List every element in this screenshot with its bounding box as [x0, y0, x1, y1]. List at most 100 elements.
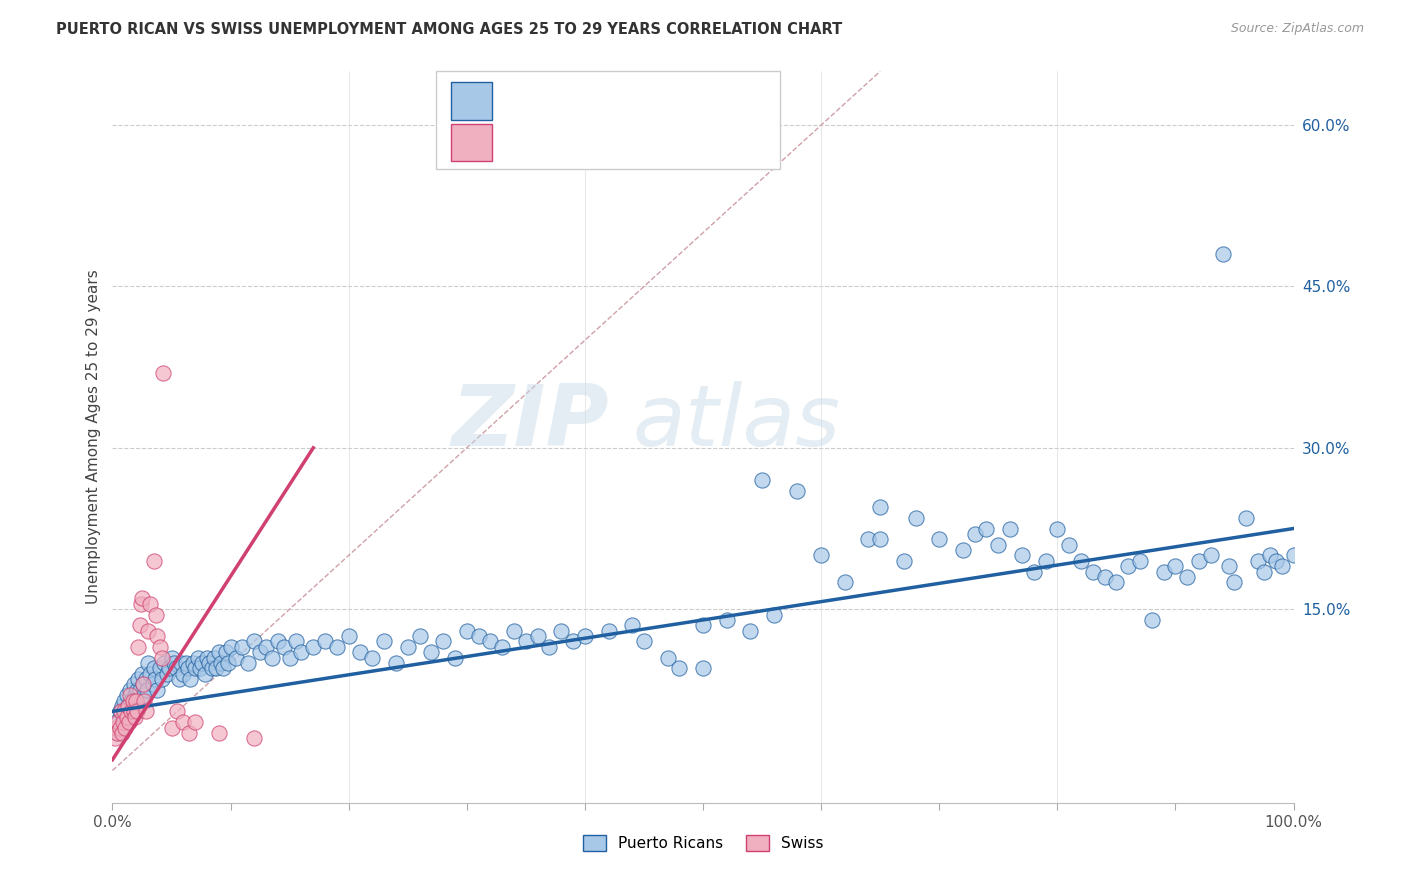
Point: [963, 527, 986, 541]
Point: [150, 650, 173, 665]
Point: [191, 656, 214, 670]
Point: [186, 650, 208, 665]
Point: [115, 688, 138, 702]
Text: 0.648: 0.648: [540, 94, 588, 108]
Point: [205, 661, 228, 675]
Point: [1116, 559, 1139, 574]
Point: [136, 656, 159, 670]
Point: [131, 591, 153, 606]
Point: [420, 645, 443, 659]
Point: [108, 721, 131, 735]
Point: [146, 629, 169, 643]
Point: [212, 661, 235, 675]
Point: [124, 688, 146, 702]
Point: [112, 715, 135, 730]
Point: [184, 661, 207, 675]
Point: [120, 682, 142, 697]
Point: [526, 629, 548, 643]
Point: [163, 656, 186, 670]
Point: [302, 640, 325, 654]
Point: [243, 634, 266, 648]
Point: [120, 688, 142, 702]
Point: [184, 715, 207, 730]
Point: [893, 554, 915, 568]
Point: [326, 640, 349, 654]
Point: [108, 705, 131, 719]
Point: [1035, 554, 1057, 568]
Point: [1188, 554, 1211, 568]
Point: [188, 661, 211, 675]
Point: [134, 693, 156, 707]
Point: [124, 710, 146, 724]
Point: [139, 597, 162, 611]
Legend: Puerto Ricans, Swiss: Puerto Ricans, Swiss: [576, 830, 830, 857]
Point: [290, 645, 312, 659]
Point: [172, 715, 194, 730]
Point: [432, 634, 454, 648]
Point: [179, 726, 201, 740]
Point: [198, 656, 221, 670]
Point: [112, 693, 135, 707]
Point: [1022, 565, 1045, 579]
Point: [834, 575, 856, 590]
Point: [273, 640, 295, 654]
Point: [491, 640, 513, 654]
Point: [751, 473, 773, 487]
Point: [118, 715, 141, 730]
Point: [114, 705, 136, 719]
Text: 42: 42: [641, 136, 668, 150]
Point: [118, 710, 141, 724]
Point: [105, 726, 128, 740]
Point: [105, 715, 128, 730]
Point: [132, 677, 155, 691]
Point: [550, 624, 572, 638]
Point: [1164, 559, 1187, 574]
Text: ZIP: ZIP: [451, 381, 609, 464]
Point: [479, 634, 502, 648]
Point: [172, 666, 194, 681]
Point: [179, 672, 201, 686]
Point: [174, 656, 197, 670]
Point: [127, 640, 149, 654]
Point: [111, 698, 134, 713]
Point: [112, 710, 135, 724]
Point: [107, 726, 129, 740]
Point: [208, 645, 231, 659]
Point: [170, 656, 193, 670]
Point: [131, 666, 153, 681]
Point: [152, 366, 174, 380]
Point: [1175, 570, 1198, 584]
Point: [127, 672, 149, 686]
Point: [125, 693, 148, 707]
Text: N =: N =: [606, 136, 640, 150]
Point: [142, 661, 165, 675]
Point: [122, 677, 145, 691]
Point: [1234, 510, 1257, 524]
Point: [249, 645, 271, 659]
Point: [740, 624, 762, 638]
Point: [1218, 559, 1240, 574]
Point: [129, 597, 152, 611]
Point: [373, 634, 395, 648]
Point: [1129, 554, 1152, 568]
Point: [692, 618, 714, 632]
Point: [692, 661, 714, 675]
Point: [104, 731, 127, 746]
Point: [160, 650, 183, 665]
Point: [904, 510, 927, 524]
Point: [869, 533, 891, 547]
Text: 124: 124: [641, 94, 673, 108]
Point: [928, 533, 950, 547]
Point: [1223, 575, 1246, 590]
Point: [122, 705, 145, 719]
Point: [1212, 247, 1234, 261]
Point: [217, 656, 239, 670]
Point: [1282, 549, 1305, 563]
Point: [166, 705, 188, 719]
Point: [157, 661, 180, 675]
Point: [127, 705, 149, 719]
Point: [396, 640, 419, 654]
Point: [115, 710, 138, 724]
Point: [142, 677, 165, 691]
Point: [194, 666, 217, 681]
